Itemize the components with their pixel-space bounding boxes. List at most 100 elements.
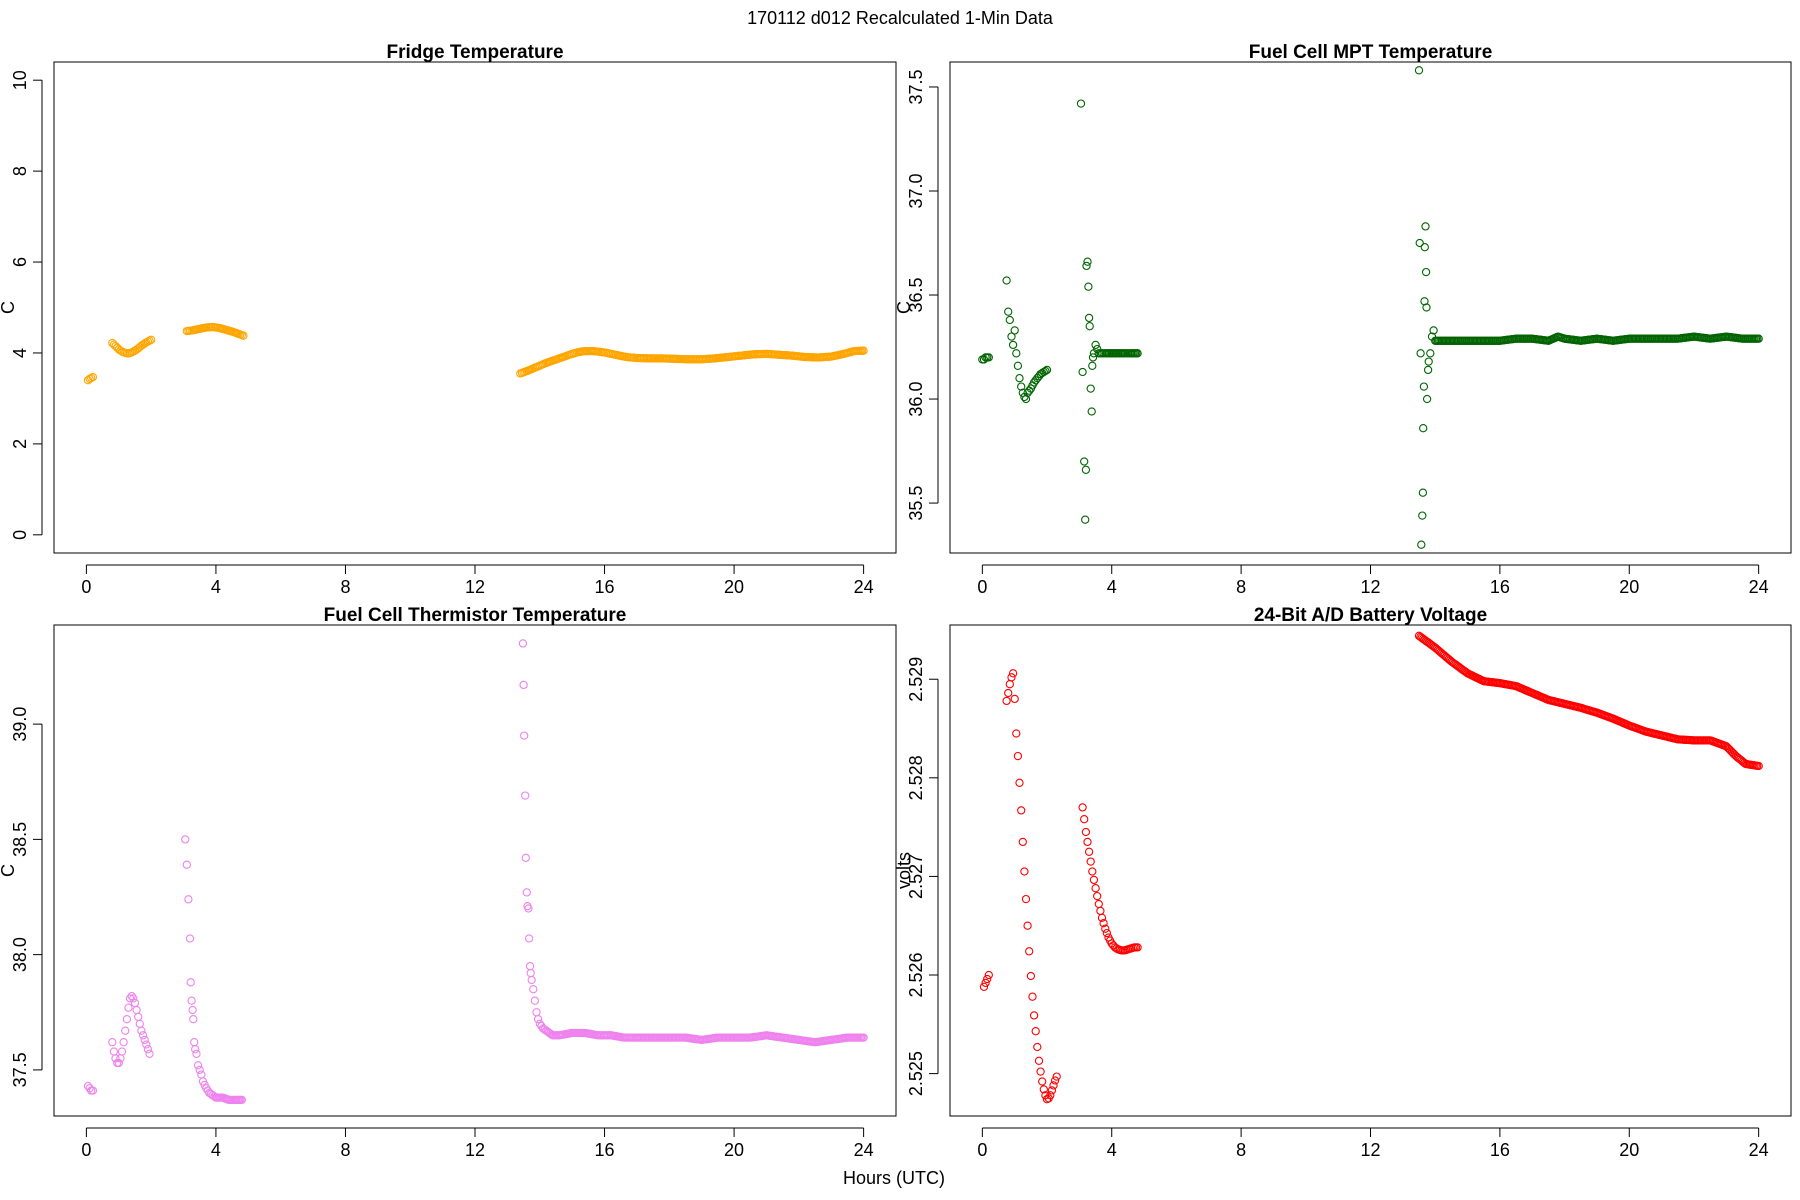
data-point [1424, 357, 1433, 366]
data-point [1005, 315, 1014, 325]
x-tick-label: 4 [211, 577, 221, 597]
data-point [1081, 827, 1091, 837]
data-point [1085, 322, 1094, 331]
data-point [983, 974, 992, 984]
data-point [1096, 906, 1105, 916]
data-point [859, 1033, 868, 1042]
data-point [1422, 303, 1431, 312]
data-point [1078, 803, 1087, 812]
figure-xlabel: Hours (UTC) [843, 1168, 945, 1188]
data-point [1008, 669, 1018, 678]
data-point [1015, 374, 1024, 383]
data-point [121, 1026, 130, 1035]
data-point [1010, 694, 1019, 704]
data-point [1020, 867, 1029, 876]
data-point [1008, 340, 1018, 350]
y-tick-label: 0 [10, 530, 30, 540]
x-tick-label: 20 [1619, 1140, 1639, 1160]
data-point [1416, 349, 1425, 358]
data-points [978, 66, 1763, 549]
y-tick-label: 2.529 [906, 657, 926, 702]
y-tick-label: 8 [10, 166, 30, 176]
data-point [1083, 837, 1092, 847]
data-point [859, 346, 868, 355]
data-point [1457, 665, 1467, 674]
data-point [530, 996, 540, 1005]
data-point [1088, 353, 1098, 362]
data-point [182, 860, 191, 869]
data-point [1418, 488, 1428, 497]
x-tick-label: 4 [211, 1140, 221, 1160]
data-point [1005, 680, 1014, 689]
x-tick-label: 20 [1619, 577, 1639, 597]
data-point [519, 680, 528, 690]
y-axis-label: C [0, 864, 18, 877]
data-point [1417, 540, 1426, 549]
data-point [1050, 1076, 1060, 1085]
data-point [143, 1045, 153, 1054]
x-tick-label: 0 [81, 577, 91, 597]
data-point [1086, 384, 1095, 393]
y-tick-label: 10 [10, 70, 30, 90]
data-point [1101, 924, 1110, 933]
data-point [984, 970, 993, 980]
data-point [522, 888, 531, 897]
chart-title: Fridge Temperature [386, 42, 563, 63]
data-point [518, 639, 528, 648]
data-point [114, 1058, 123, 1068]
data-point [185, 934, 195, 943]
plot-frame [949, 624, 1792, 1117]
data-point [119, 1038, 128, 1047]
data-point [526, 968, 535, 978]
data-point [1089, 875, 1099, 885]
data-point [1012, 729, 1021, 738]
y-tick-label: 6 [10, 257, 30, 267]
data-point [1036, 1067, 1045, 1076]
data-point [1021, 394, 1031, 404]
data-point [1088, 361, 1097, 370]
data-point [1029, 1011, 1039, 1020]
data-point [979, 982, 989, 991]
y-tick-label: 37.5 [10, 1052, 30, 1087]
data-point [1099, 919, 1108, 928]
y-tick-label: 37.5 [906, 69, 926, 104]
data-point [1081, 465, 1091, 474]
data-point [1015, 778, 1024, 787]
data-point [109, 1047, 119, 1056]
y-tick-label: 36.5 [906, 277, 926, 312]
data-point [525, 962, 535, 971]
data-point [1420, 243, 1429, 252]
data-point [524, 904, 533, 913]
data-point [545, 1029, 555, 1038]
x-tick-label: 16 [595, 1140, 615, 1160]
data-point [132, 1005, 141, 1015]
chart-title: 24-Bit A/D Battery Voltage [1254, 605, 1487, 626]
data-point [134, 1012, 143, 1022]
data-point [1013, 751, 1023, 761]
data-point [186, 978, 195, 987]
x-tick-label: 0 [81, 1140, 91, 1160]
data-point [1021, 894, 1031, 904]
data-point [1023, 921, 1032, 930]
data-point [1080, 457, 1089, 466]
x-tick-label: 12 [1360, 1140, 1380, 1160]
y-tick-label: 38.0 [10, 937, 30, 972]
data-point [1448, 658, 1457, 667]
data-point [1429, 326, 1438, 335]
data-point [1414, 66, 1424, 75]
data-point [137, 1026, 146, 1035]
panel-fuel-cell-thermistor-temperature: Fuel Cell Thermistor Temperature 0 4 8 12 16 2… [0, 605, 897, 1160]
chart-title: Fuel Cell Thermistor Temperature [324, 605, 627, 626]
data-point [181, 835, 190, 844]
data-point [184, 895, 193, 904]
data-point [1722, 742, 1731, 751]
y-tick-label: 39.0 [10, 707, 30, 742]
data-point [1421, 222, 1430, 231]
data-point [1002, 276, 1011, 285]
data-point [1039, 1085, 1048, 1094]
data-point [147, 335, 156, 344]
data-point [1421, 267, 1431, 277]
data-point [187, 996, 196, 1005]
x-tick-label: 20 [724, 1140, 744, 1160]
